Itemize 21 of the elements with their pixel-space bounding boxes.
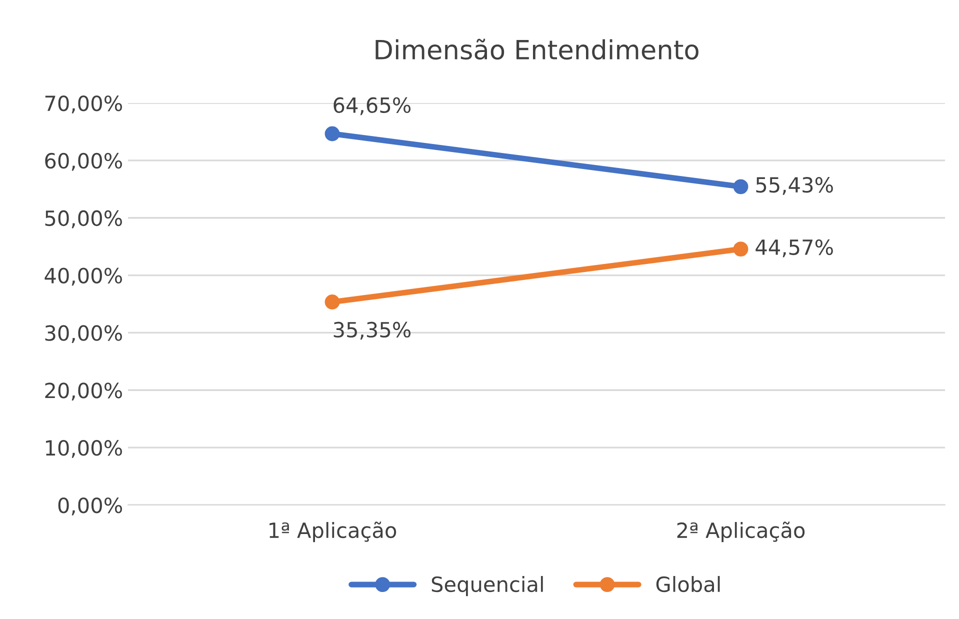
point [733, 242, 748, 257]
data-label: 44,57% [756, 239, 833, 258]
y-tick-label: 20,00% [45, 382, 122, 400]
point [324, 294, 340, 310]
data-label: 64,65% [334, 97, 411, 116]
y-tick-label: 40,00% [44, 268, 122, 286]
chart-title: Dimensão Entendimento [376, 38, 698, 60]
y-tick-label: 0,00% [58, 497, 122, 516]
y-tick-label: 70,00% [45, 95, 122, 114]
point [324, 126, 340, 142]
x-tick-label: 1ª Aplicação [270, 522, 396, 542]
y-tick-label: 60,00% [45, 152, 122, 171]
legend-label: Sequencial [432, 576, 543, 596]
data-label: 35,35% [334, 322, 411, 340]
legend-label: Global [656, 576, 720, 592]
x-tick-label: 2ª Aplicação [677, 522, 805, 542]
y-tick-label: 50,00% [45, 210, 122, 228]
point [733, 179, 748, 194]
y-tick-label: 30,00% [45, 325, 122, 344]
y-tick-label: 10,00% [46, 440, 122, 458]
data-label: 55,43% [756, 176, 833, 195]
